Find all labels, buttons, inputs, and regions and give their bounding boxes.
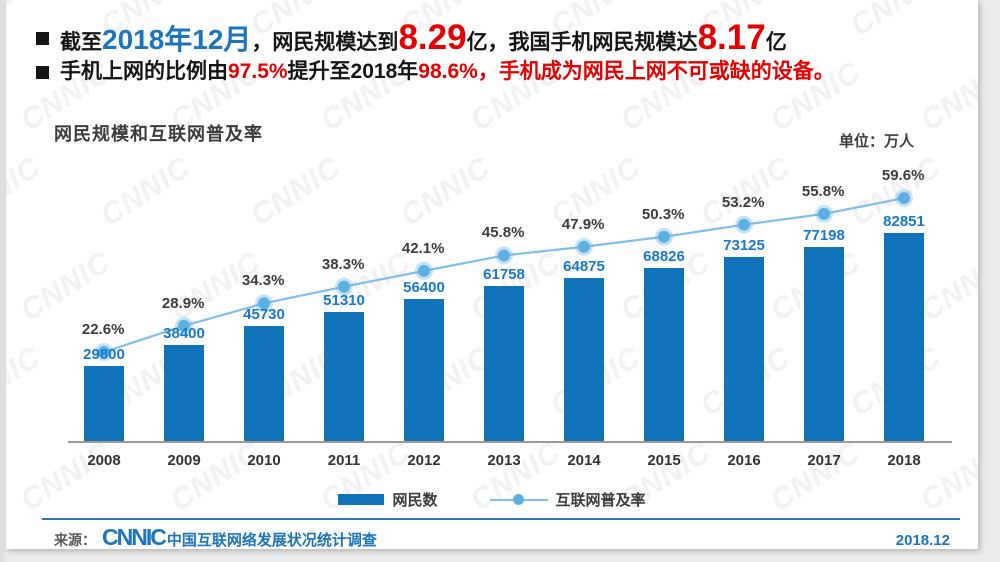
bullet-segment: 亿 [765, 31, 787, 54]
percent-label: 55.8% [801, 182, 845, 200]
bar-value-label: 68826 [643, 248, 685, 265]
bar-series-swatch-icon [338, 494, 385, 505]
percent-label: 38.3% [321, 255, 365, 273]
x-axis-tick-label: 2015 [647, 452, 681, 469]
x-axis-tick-label: 2010 [247, 452, 281, 469]
bar [244, 326, 284, 441]
percent-label: 22.6% [81, 320, 125, 338]
bar [484, 286, 524, 441]
bar-value-label: 56400 [403, 279, 445, 296]
bullet-segment: 截至 [60, 31, 102, 54]
x-axis-line [68, 441, 952, 443]
percent-label: 28.9% [161, 294, 205, 312]
chart-unit-label: 单位：万人 [838, 133, 914, 150]
legend-line-label: 互联网普及率 [555, 492, 646, 509]
legend-item-bar: 网民数 [338, 489, 438, 510]
x-axis-tick-label: 2016 [727, 452, 761, 469]
bar [804, 247, 844, 441]
x-axis-tick-label: 2018 [887, 452, 921, 469]
legend: 网民数 互联网普及率 [6, 489, 978, 510]
bar [404, 299, 444, 441]
bullet-square-icon [36, 32, 49, 45]
bar [84, 366, 124, 441]
bar-value-label: 45730 [243, 306, 285, 323]
x-axis-labels: 2008 2009 2010 2011 2012 2013 2014 2015 2016 2017… [60, 452, 944, 474]
percent-label: 47.9% [561, 215, 605, 233]
x-axis-tick-label: 2012 [407, 452, 441, 469]
legend-bar-label: 网民数 [392, 492, 438, 509]
line-marker [658, 230, 670, 243]
bullet-segment: 手机成为网民上网不可或缺的设备。 [498, 60, 835, 83]
bar-value-label: 29800 [83, 346, 125, 363]
bullet-segment: 98.6%， [418, 60, 499, 83]
source-prefix: 来源： [54, 532, 96, 548]
footer: 来源： CNNIC 中国互联网络发展状况统计调查 2018.12 [54, 524, 950, 549]
bullet-segment: 8.17 [697, 18, 766, 57]
source-text: 中国互联网络发展状况统计调查 [166, 532, 377, 549]
bullet-square-icon [36, 65, 49, 79]
line-series-svg [95, 189, 913, 361]
x-axis-tick-label: 2009 [167, 452, 201, 469]
x-axis-tick-label: 2008 [87, 452, 121, 469]
line-marker [258, 297, 270, 310]
bullet-segment: 手机上网的比例由 [60, 60, 228, 83]
x-axis-tick-label: 2013 [487, 452, 521, 469]
line-marker [98, 345, 110, 358]
percent-label: 42.1% [401, 239, 445, 257]
bullet-segment: ，网民规模达到 [251, 31, 399, 54]
bullet-segment: 亿，我国手机网民规模达 [466, 31, 698, 54]
bar-value-label: 73125 [723, 237, 765, 254]
bar-value-label: 64875 [563, 258, 605, 275]
line-series-swatch-icon [489, 494, 548, 505]
bar [164, 345, 204, 441]
percent-label: 59.6% [881, 167, 925, 185]
line-marker [498, 249, 510, 262]
line-marker [898, 192, 910, 205]
line-marker [338, 280, 350, 293]
line-marker [738, 218, 750, 231]
line-marker [578, 240, 590, 253]
bar-value-label: 51310 [323, 292, 365, 309]
line-marker [178, 319, 190, 332]
bullet-segment: 8.29 [398, 18, 467, 57]
x-axis-tick-label: 2014 [567, 452, 601, 469]
bar [324, 312, 364, 441]
slide: CNNIC CNNIC CNNIC CNNIC CNNIC CNNIC CNNIC CNNIC… [6, 0, 978, 549]
percent-label: 53.2% [721, 193, 765, 211]
report-date: 2018.12 [895, 532, 950, 549]
cnnic-logo: CNNIC [102, 524, 167, 549]
bullet-segment: 提升至2018年 [287, 60, 419, 83]
footer-divider [42, 518, 960, 520]
line-marker [818, 207, 830, 220]
bar [724, 257, 764, 441]
x-axis-tick-label: 2017 [807, 452, 841, 469]
line-marker-dot-icon [513, 494, 524, 505]
bar [884, 233, 924, 441]
bar-value-label: 38400 [163, 325, 205, 342]
x-axis-tick-label: 2011 [327, 452, 361, 469]
bullet-segment: 2018年12月 [102, 24, 252, 55]
bar-value-label: 77198 [803, 227, 845, 244]
bullet-segment: 97.5% [228, 60, 288, 83]
bullet-line: 手机上网的比例由 97.5% 提升至2018年 98.6%， 手机成为网民上网不可或缺的… [36, 59, 968, 85]
bar [644, 268, 684, 441]
percent-label: 45.8% [481, 224, 525, 242]
chart-title: 网民规模和互联网普及率 [54, 124, 263, 144]
line-marker [418, 264, 430, 277]
bar-value-label: 82851 [883, 213, 925, 230]
plot-area: 29800 22.6% 38400 28.9% 45730 34.3% 51310 38.3%… [60, 155, 952, 443]
bar [564, 278, 604, 441]
bullet-line: 截至 2018年12月 ，网民规模达到 8.29 亿，我国手机网民规模达 8.17 亿 [36, 20, 968, 57]
percent-label: 50.3% [641, 205, 685, 223]
legend-item-line: 互联网普及率 [489, 489, 646, 510]
slide-content: 截至 2018年12月 ，网民规模达到 8.29 亿，我国手机网民规模达 8.17 亿手机上… [6, 0, 978, 549]
bar-value-label: 61758 [483, 266, 525, 283]
percent-label: 34.3% [241, 272, 285, 290]
bullet-list: 截至 2018年12月 ，网民规模达到 8.29 亿，我国手机网民规模达 8.17 亿手机上… [36, 20, 968, 85]
